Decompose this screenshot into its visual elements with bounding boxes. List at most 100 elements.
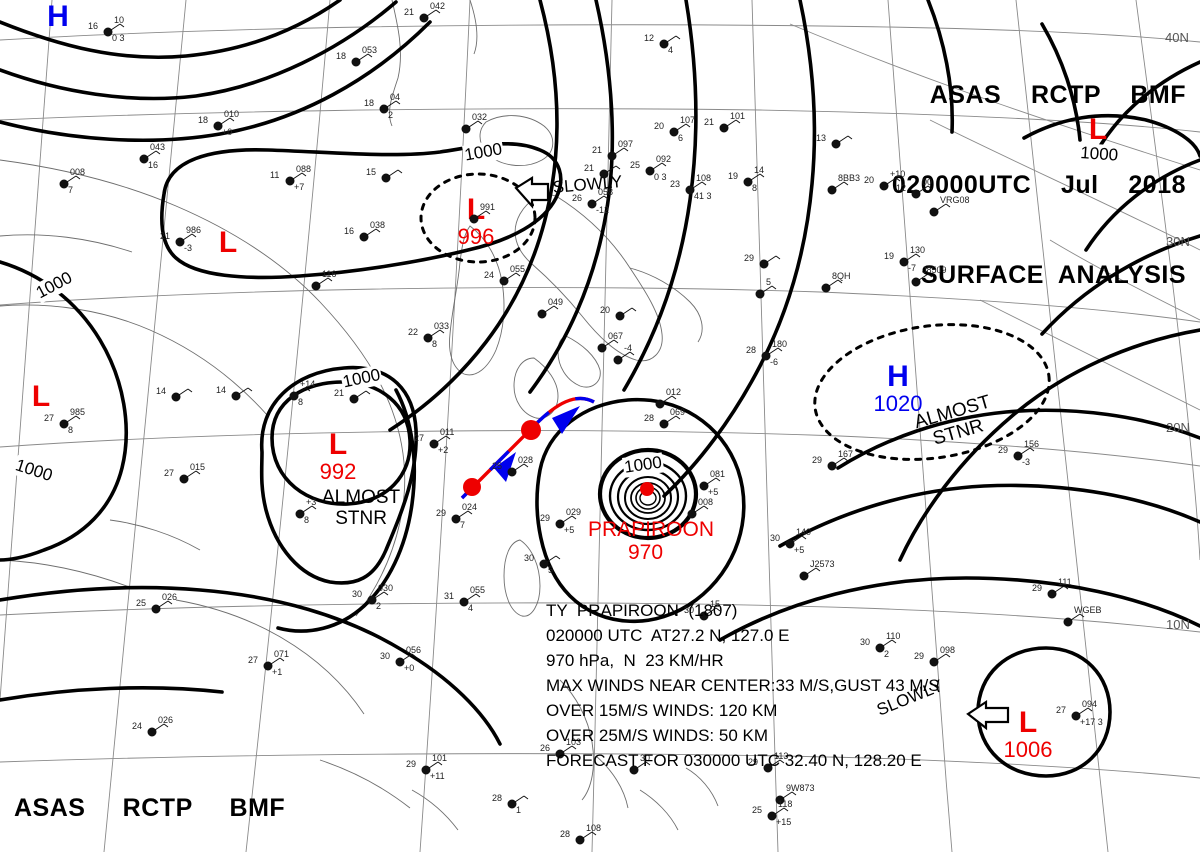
station-symbol xyxy=(379,100,401,114)
stnr-line-1: ALMOST xyxy=(322,487,401,508)
station-pressure: +14 xyxy=(300,379,316,389)
station-symbol xyxy=(507,463,529,477)
station-symbol xyxy=(59,415,81,429)
station-pressure: 991 xyxy=(480,202,496,212)
station-symbol xyxy=(179,470,201,484)
latitude-label-lat-10n: 10N xyxy=(1166,617,1190,632)
station-symbol xyxy=(295,505,317,519)
station-pressure: 108 xyxy=(696,173,712,183)
typhoon-info-line-2: 020000 UTC AT27.2 N, 127.0 E xyxy=(546,626,790,645)
station-symbol xyxy=(139,150,161,164)
station-temperature: 21 xyxy=(584,163,595,173)
station-symbol xyxy=(759,255,781,269)
station-temperature: 29 xyxy=(812,455,823,465)
station-temperature: 28 xyxy=(644,413,655,423)
typhoon-center-marker xyxy=(640,482,654,496)
station-symbol xyxy=(767,807,789,821)
station-symbol xyxy=(499,272,521,286)
pressure-system-l-top-right: L xyxy=(1068,115,1128,145)
station-symbol xyxy=(659,35,681,49)
station-pressure: -4 xyxy=(624,343,633,353)
station-temperature: 29 xyxy=(744,253,755,263)
station-temperature: 20 xyxy=(654,121,665,131)
station-extra: 0 3 xyxy=(654,172,667,182)
station-symbol xyxy=(151,600,173,614)
station-pressure: +10 xyxy=(890,169,906,179)
station-symbol xyxy=(359,228,381,242)
station-pressure: 010 xyxy=(224,109,240,119)
station-pressure: 101 xyxy=(432,753,448,763)
station-pressure: 140 xyxy=(796,527,812,537)
station-pressure: 055 xyxy=(470,585,486,595)
station-temperature: 13 xyxy=(816,133,827,143)
station-pressure: 111 xyxy=(1058,577,1072,587)
typhoon-info-line-7: FORECAST FOR 030000 UTC 32.40 N, 128.20 … xyxy=(546,751,922,770)
station-temperature: 29 xyxy=(914,651,925,661)
station-temperature: 29 xyxy=(406,759,417,769)
station-pressure: 116 xyxy=(322,269,337,279)
station-symbol xyxy=(507,795,529,809)
station-temperature: 14 xyxy=(156,386,167,396)
station-extra: 8 xyxy=(298,397,304,407)
station-pressure: 038 xyxy=(370,220,386,230)
cold-front-barb xyxy=(494,452,516,482)
station-pressure: 986 xyxy=(186,225,202,235)
station-symbol xyxy=(1013,447,1035,461)
station-pressure: 118 xyxy=(778,799,793,809)
station-symbol xyxy=(147,723,169,737)
station-temperature: 30 xyxy=(860,637,871,647)
station-extra: +5 xyxy=(564,525,575,535)
station-symbol xyxy=(349,390,371,404)
isobars xyxy=(0,0,1200,778)
station-extra: 8 xyxy=(68,425,74,435)
station-pressure: 024 xyxy=(462,502,478,512)
station-symbol xyxy=(775,791,797,805)
station-pressure: 107 xyxy=(680,115,696,125)
pressure-system-value: 992 xyxy=(319,459,357,484)
station-symbol xyxy=(613,351,635,365)
station-pressure: 094 xyxy=(1082,699,1098,709)
station-extra: 5 xyxy=(548,565,554,575)
isobar-label-iso-1000-b: 1000 xyxy=(1078,143,1120,166)
station-symbol xyxy=(421,761,443,775)
station-temperature: 29 xyxy=(436,508,447,518)
station-temperature: 27 xyxy=(414,433,425,443)
pressure-system-l-west-1: L xyxy=(198,228,258,258)
station-extra: +15 xyxy=(776,817,792,827)
station-pressure: 113 xyxy=(774,751,789,761)
station-pressure: 043 xyxy=(150,142,166,152)
pressure-system-glyph: L xyxy=(328,428,348,461)
station-symbol xyxy=(827,181,849,195)
station-extra: -7 xyxy=(908,263,917,273)
station-symbol xyxy=(311,277,333,291)
warm-front-bump xyxy=(521,420,541,440)
station-symbol xyxy=(755,285,777,299)
station-symbol xyxy=(799,567,821,581)
typhoon-info-line-6: OVER 25M/S WINDS: 50 KM xyxy=(546,726,768,745)
station-temperature: 30 xyxy=(380,651,391,661)
header-bottom-left: ASAS RCTP BMF 020000UTC Jul 2018 SURFACE… xyxy=(14,733,301,852)
station-pressure: 067 xyxy=(608,331,624,341)
pressure-system-glyph: L xyxy=(31,380,51,413)
station-pressure: 056 xyxy=(406,645,422,655)
latitude-label-lat-20n: 20N xyxy=(1166,420,1190,435)
station-symbol xyxy=(911,273,933,287)
station-pressure: +3 xyxy=(306,497,317,507)
station-pressure: J2573 xyxy=(810,559,835,569)
station-symbol xyxy=(831,135,853,149)
station-pressure: 985 xyxy=(70,407,86,417)
station-temperature: 31 xyxy=(444,591,455,601)
station-symbol xyxy=(555,515,577,529)
pressure-system-glyph: H xyxy=(47,0,69,33)
station-symbol xyxy=(699,477,721,491)
station-pressure: 110 xyxy=(886,631,901,641)
typhoon-name-label: PRAPIROON xyxy=(588,518,715,541)
station-temperature: 30 xyxy=(770,533,781,543)
station-extra: -3 xyxy=(184,243,193,253)
station-symbol xyxy=(367,591,389,605)
station-temperature: 21 xyxy=(160,231,171,241)
pressure-system-value: 1020 xyxy=(873,391,923,416)
station-pressure: 101 xyxy=(730,111,746,121)
